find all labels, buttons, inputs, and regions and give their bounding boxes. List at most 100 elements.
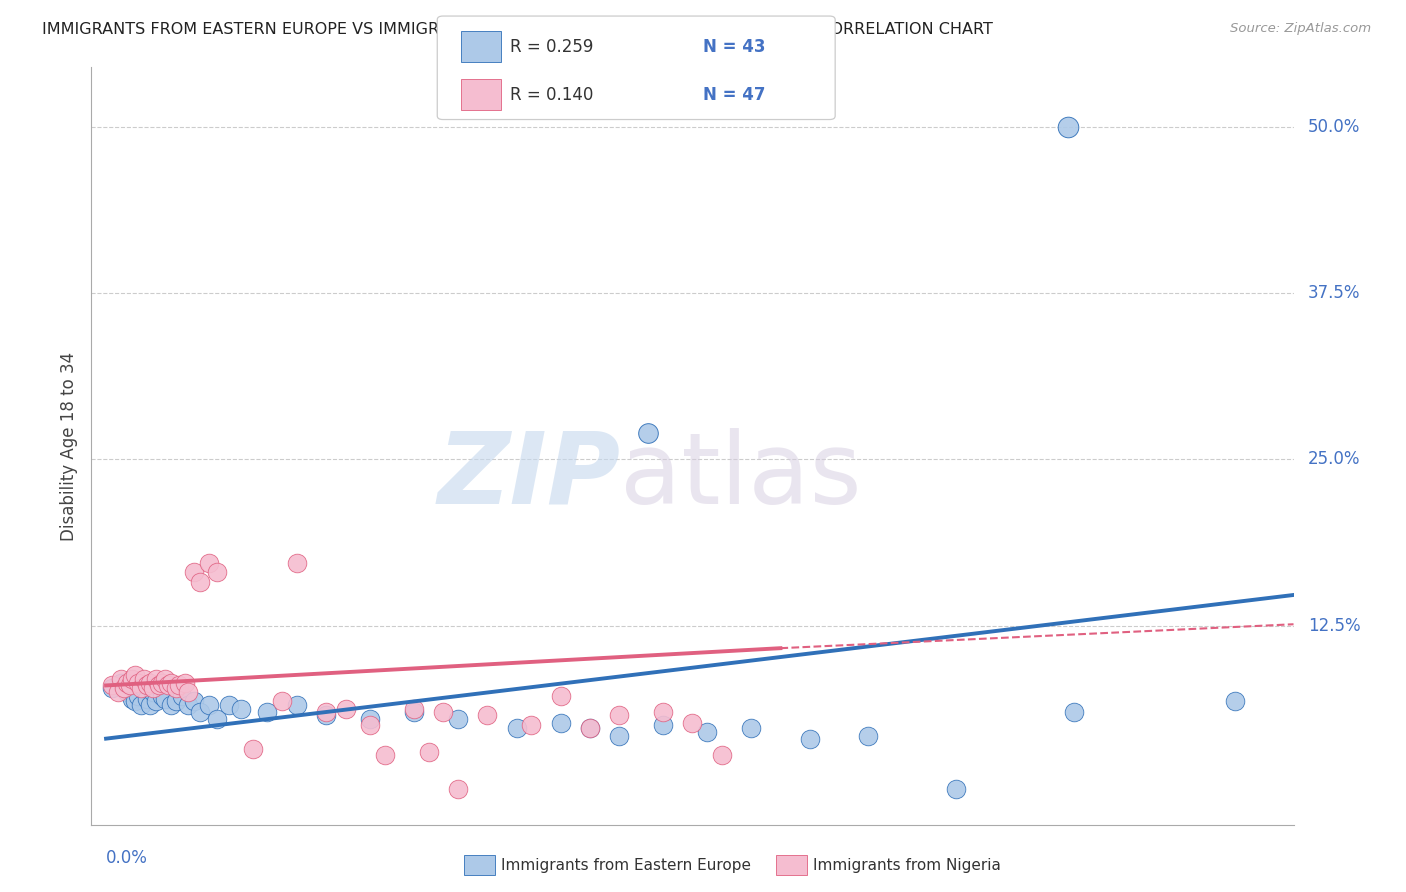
Point — [177, 685, 200, 699]
Point — [159, 698, 181, 713]
Text: IMMIGRANTS FROM EASTERN EUROPE VS IMMIGRANTS FROM NIGERIA DISABILITY AGE 18 TO 3: IMMIGRANTS FROM EASTERN EUROPE VS IMMIGR… — [42, 22, 993, 37]
Point — [172, 689, 194, 703]
Point — [1063, 705, 1085, 719]
Point — [402, 705, 425, 719]
Point — [188, 574, 211, 589]
Point — [207, 712, 229, 726]
Point — [165, 694, 187, 708]
Point — [183, 694, 205, 708]
Text: 12.5%: 12.5% — [1308, 616, 1361, 634]
Point — [177, 698, 200, 713]
Point — [945, 782, 967, 797]
Point — [207, 566, 229, 580]
Point — [579, 721, 602, 735]
Point — [285, 556, 308, 570]
Text: 25.0%: 25.0% — [1308, 450, 1361, 468]
Point — [359, 712, 381, 726]
Point — [139, 675, 162, 690]
Point — [118, 678, 141, 692]
Point — [165, 681, 187, 695]
Text: Immigrants from Nigeria: Immigrants from Nigeria — [813, 858, 1001, 872]
Point — [129, 681, 152, 695]
Point — [142, 685, 165, 699]
Point — [188, 705, 211, 719]
Point — [101, 678, 124, 692]
Point — [197, 698, 219, 713]
Point — [681, 715, 703, 730]
Point — [121, 672, 143, 686]
Point — [652, 718, 675, 732]
Point — [136, 678, 159, 692]
Text: Source: ZipAtlas.com: Source: ZipAtlas.com — [1230, 22, 1371, 36]
Point — [271, 694, 294, 708]
Point — [134, 672, 156, 686]
Text: N = 43: N = 43 — [703, 37, 765, 55]
Point — [799, 731, 821, 746]
Point — [183, 566, 205, 580]
Text: 37.5%: 37.5% — [1308, 284, 1361, 302]
Point — [148, 678, 170, 692]
Point — [432, 705, 454, 719]
Point — [153, 672, 176, 686]
Point — [127, 675, 149, 690]
Point — [402, 702, 425, 716]
Point — [550, 689, 572, 703]
Point — [285, 698, 308, 713]
Point — [418, 745, 440, 759]
Point — [169, 678, 191, 692]
Point — [156, 678, 179, 692]
Text: ZIP: ZIP — [437, 428, 620, 524]
Point — [112, 681, 135, 695]
Point — [858, 729, 880, 743]
Point — [579, 721, 602, 735]
Point — [124, 667, 146, 681]
Text: R = 0.140: R = 0.140 — [510, 86, 593, 103]
Point — [153, 691, 176, 706]
Point — [710, 747, 733, 762]
Point — [696, 725, 718, 739]
Point — [359, 718, 381, 732]
Point — [607, 707, 630, 722]
Point — [607, 729, 630, 743]
Point — [145, 694, 167, 708]
Point — [115, 685, 138, 699]
Point — [550, 715, 572, 730]
Point — [129, 698, 152, 713]
Text: N = 47: N = 47 — [703, 86, 765, 103]
Point — [637, 425, 659, 440]
Point — [121, 691, 143, 706]
Point — [218, 698, 240, 713]
Text: R = 0.259: R = 0.259 — [510, 37, 593, 55]
Point — [150, 689, 173, 703]
Y-axis label: Disability Age 18 to 34: Disability Age 18 to 34 — [59, 351, 77, 541]
Point — [256, 705, 278, 719]
Point — [477, 707, 499, 722]
Text: 50.0%: 50.0% — [1308, 118, 1361, 136]
Point — [110, 672, 132, 686]
Point — [1223, 694, 1246, 708]
Point — [145, 672, 167, 686]
Point — [142, 681, 165, 695]
Point — [520, 718, 543, 732]
Point — [148, 678, 170, 692]
Point — [1056, 120, 1078, 134]
Point — [139, 698, 162, 713]
Point — [315, 705, 337, 719]
Point — [107, 685, 129, 699]
Point — [136, 691, 159, 706]
Point — [110, 675, 132, 690]
Text: atlas: atlas — [620, 428, 862, 524]
Point — [242, 742, 264, 756]
Point — [315, 707, 337, 722]
Point — [447, 782, 470, 797]
Point — [447, 712, 470, 726]
Point — [374, 747, 396, 762]
Point — [150, 675, 173, 690]
Text: 0.0%: 0.0% — [105, 849, 148, 867]
Point — [101, 681, 124, 695]
Point — [127, 689, 149, 703]
Point — [159, 675, 181, 690]
Point — [174, 675, 197, 690]
Point — [335, 702, 357, 716]
Text: Immigrants from Eastern Europe: Immigrants from Eastern Europe — [501, 858, 751, 872]
